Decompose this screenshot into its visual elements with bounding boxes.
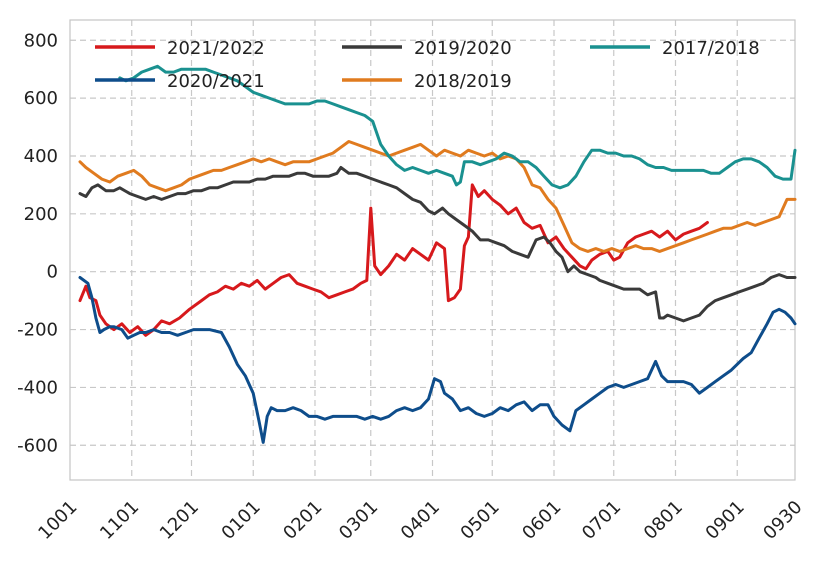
x-tick-label: 0501 <box>457 497 504 544</box>
x-tick-label: 0930 <box>759 497 806 544</box>
legend-label: 2020/2021 <box>167 71 265 92</box>
y-tick-label: -200 <box>17 320 58 341</box>
plot-frame <box>69 19 796 481</box>
series-line-2019-2020 <box>78 166 797 323</box>
legend-label: 2018/2019 <box>414 71 512 92</box>
x-tick-label: 0401 <box>397 497 444 544</box>
x-tick-label: 1201 <box>156 497 203 544</box>
y-tick-label: 200 <box>24 204 58 225</box>
series-line-2020-2021 <box>78 276 797 444</box>
series-line-2021-2022 <box>78 183 709 337</box>
x-axis-ticks: 1001 1101 1201 0101 0201 0301 0401 0501 0601 0701… <box>34 497 806 544</box>
x-tick-label: 0101 <box>218 497 265 544</box>
x-tick-label: 0801 <box>640 497 687 544</box>
x-tick-label: 0701 <box>578 497 625 544</box>
x-tick-label: 0301 <box>335 497 382 544</box>
series-line-2017-2018 <box>118 64 797 190</box>
x-tick-label: 1001 <box>34 497 81 544</box>
legend-label: 2017/2018 <box>662 38 760 59</box>
x-tick-label: 0601 <box>518 497 565 544</box>
y-tick-label: 800 <box>24 30 58 51</box>
y-tick-label: 400 <box>24 146 58 167</box>
series-layer <box>78 64 797 444</box>
y-tick-label: 600 <box>24 88 58 109</box>
y-tick-label: -600 <box>17 435 58 456</box>
x-tick-label: 0901 <box>702 497 749 544</box>
x-tick-label: 0201 <box>279 497 326 544</box>
legend: 2021/2022 2020/2021 2019/2020 2018/2019 2017… <box>95 38 760 92</box>
legend-label: 2021/2022 <box>167 38 265 59</box>
x-tick-label: 1101 <box>96 497 143 544</box>
y-tick-label: 0 <box>47 262 58 283</box>
y-tick-label: -400 <box>17 377 58 398</box>
legend-label: 2019/2020 <box>414 38 512 59</box>
y-axis-ticks: 800 600 400 200 0 -200 -400 -600 <box>17 30 58 456</box>
series-line-2018-2019 <box>78 140 797 253</box>
